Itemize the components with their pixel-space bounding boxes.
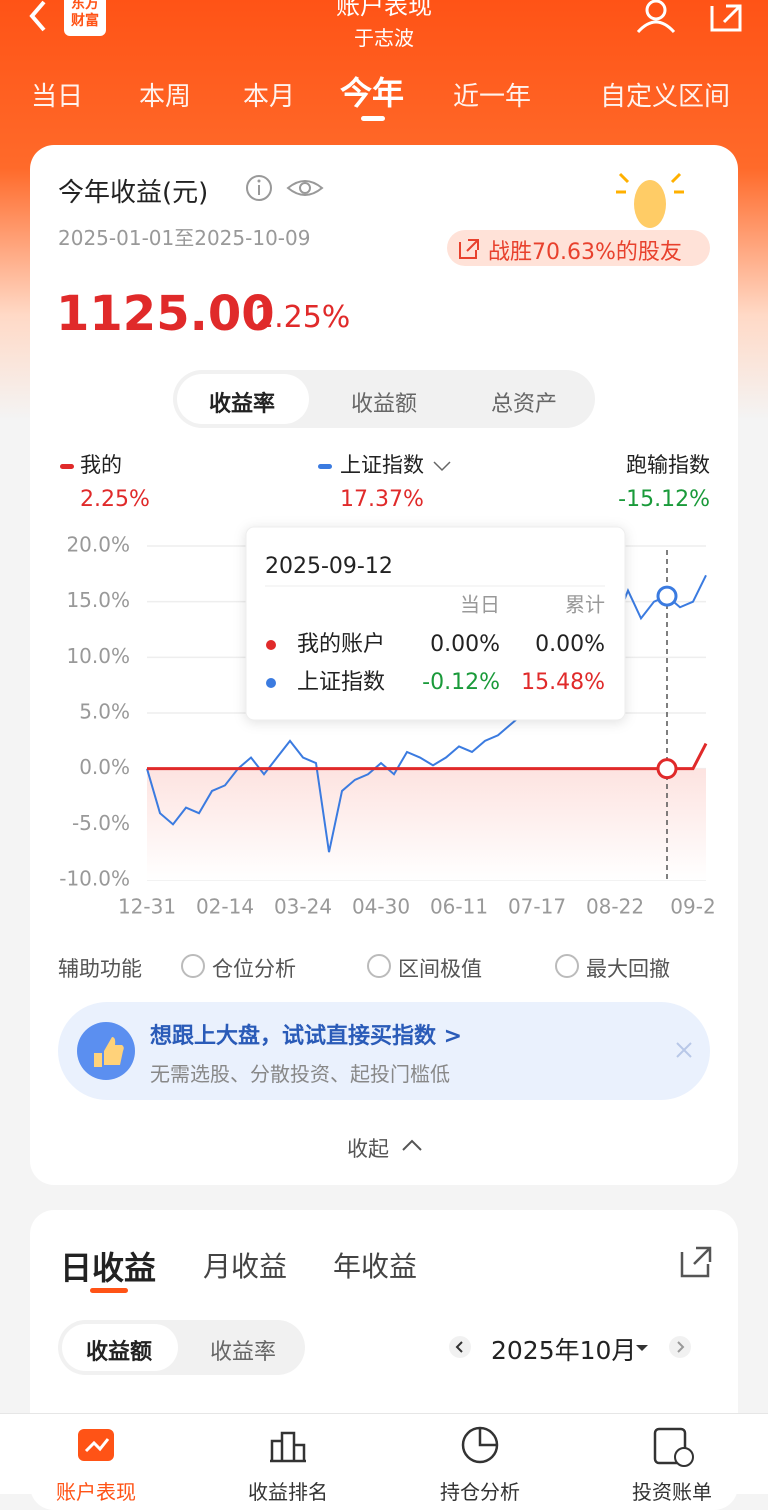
- banner-icon: [77, 1022, 135, 1080]
- date-range: 2025-01-01至2025-10-09: [58, 226, 311, 250]
- area: [147, 768, 706, 880]
- period-tab[interactable]: 本月: [242, 82, 295, 112]
- tooltip-date: 2025-09-12: [265, 554, 393, 579]
- legend-value: 17.37%: [340, 487, 424, 512]
- underperform-value: -15.12%: [618, 487, 710, 512]
- nav-label[interactable]: 持仓分析: [440, 1480, 520, 1504]
- logo-text: 东方: [71, 0, 99, 12]
- daily-tab[interactable]: 月收益: [203, 1250, 288, 1284]
- x-tick-label: 12-31: [118, 895, 176, 919]
- tooltip-bg: [245, 526, 626, 721]
- banner-title: 想跟上大盘，试试直接买指数 >: [150, 1024, 463, 1049]
- title-icons[interactable]: [244, 172, 328, 206]
- tooltip-name: 上证指数: [297, 670, 385, 695]
- period-tab[interactable]: 本周: [138, 82, 191, 112]
- title: 账户表现: [336, 0, 432, 20]
- rate: 2.25%: [255, 300, 351, 335]
- y-tick-label: 5.0%: [79, 700, 130, 724]
- logo-text: 财富: [71, 13, 99, 29]
- y-tick-label: 20.0%: [66, 533, 130, 557]
- tooltip-header: 累计: [565, 593, 605, 617]
- nav-label[interactable]: 收益排名: [248, 1480, 328, 1504]
- daily-tab[interactable]: 日收益: [60, 1248, 157, 1287]
- header-icons[interactable]: [632, 0, 752, 36]
- daily-tab[interactable]: 年收益: [333, 1250, 418, 1284]
- y-tick-label: 10.0%: [66, 644, 130, 668]
- summary-title: 今年收益(元): [58, 178, 209, 208]
- badge[interactable]: 战胜70.63%的股友: [488, 240, 682, 265]
- back[interactable]: [24, 0, 54, 34]
- legend-chevron: [433, 461, 451, 472]
- x-tick-label: 07-17: [508, 895, 566, 919]
- aux-option[interactable]: 区间极值: [398, 957, 482, 981]
- aux-option[interactable]: 仓位分析: [212, 957, 296, 981]
- underperform-label: 跑输指数: [626, 453, 710, 477]
- banner[interactable]: [58, 1002, 710, 1100]
- tooltip-dot: [266, 678, 276, 688]
- y-tick-label: -10.0%: [59, 867, 130, 891]
- collapse-icon: [402, 1139, 422, 1151]
- daily-seg-active: [62, 1324, 178, 1371]
- amount: 1125.00: [56, 286, 275, 342]
- x-tick-label: 03-24: [274, 895, 332, 919]
- period-tab[interactable]: 当日: [30, 82, 83, 112]
- chart: 20.0% 15.0% 10.0% 5.0% 0.0% -5.0% -10.0% 12-31 0…: [59, 453, 715, 919]
- daily-segment[interactable]: 收益额: [85, 1340, 152, 1365]
- legend-name: 我的: [80, 453, 122, 477]
- series-line: [147, 742, 708, 771]
- daily-segment[interactable]: 收益率: [209, 1340, 276, 1365]
- tooltip-header: 当日: [460, 593, 500, 617]
- bottom-nav: [0, 1413, 768, 1494]
- legend-value: 2.25%: [80, 487, 150, 512]
- tooltip-name: 我的账户: [297, 632, 385, 657]
- segment-active: [177, 374, 309, 424]
- collapse[interactable]: 收起: [347, 1137, 389, 1161]
- segment[interactable]: 总资产: [490, 392, 557, 417]
- tooltip-daily: 0.00%: [430, 632, 500, 657]
- month: 2025年10月: [491, 1336, 637, 1365]
- nav-icons: [78, 1426, 694, 1467]
- nav-label[interactable]: 投资账单: [632, 1480, 712, 1504]
- x-tick-label: 08-22: [586, 895, 644, 919]
- clap-icon: [616, 172, 684, 228]
- banner-subtitle: 无需选股、分散投资、起投门槛低: [150, 1062, 450, 1086]
- aux-title: 辅助功能: [58, 957, 142, 981]
- banner-close[interactable]: [674, 1040, 694, 1060]
- radio[interactable]: 最大回撤: [555, 954, 579, 978]
- user: 于志波: [354, 26, 414, 50]
- radio[interactable]: 仓位分析: [181, 954, 205, 978]
- legend-swatch: [318, 464, 332, 469]
- segment[interactable]: 收益额: [350, 392, 417, 417]
- nav-label[interactable]: 账户表现: [56, 1480, 136, 1504]
- x-tick-label: 04-30: [352, 895, 410, 919]
- period-tab[interactable]: 今年: [339, 74, 404, 112]
- y-tick-label: -5.0%: [72, 811, 130, 835]
- badge-bg: [447, 230, 710, 266]
- period-tab[interactable]: 自定义区间: [599, 82, 730, 112]
- tooltip-total: 0.00%: [535, 632, 605, 657]
- x-tick-label: 09-2: [670, 895, 715, 919]
- x-tick-label: 06-11: [430, 895, 488, 919]
- daily-indicator: [90, 1288, 128, 1293]
- tab-indicator: [361, 116, 385, 121]
- tooltip-daily: -0.12%: [422, 670, 500, 695]
- x-tick-label: 02-14: [196, 895, 254, 919]
- logo: 东方 财富: [64, 0, 106, 36]
- period-tab[interactable]: 近一年: [452, 82, 531, 112]
- legend-name: 上证指数: [340, 453, 424, 477]
- highlight-point: [656, 758, 678, 780]
- segment[interactable]: 收益率: [208, 392, 275, 417]
- aux-option[interactable]: 最大回撤: [586, 957, 670, 981]
- tooltip-dot: [266, 640, 276, 650]
- y-tick-label: 15.0%: [66, 588, 130, 612]
- share-icon[interactable]: [678, 1244, 714, 1280]
- highlight-point: [656, 585, 678, 607]
- tooltip-total: 15.48%: [521, 670, 605, 695]
- badge-icon: [459, 239, 479, 259]
- legend-swatch: [60, 464, 74, 469]
- month-arrows[interactable]: [448, 1335, 698, 1359]
- y-tick-label: 0.0%: [79, 755, 130, 779]
- radio[interactable]: 区间极值: [367, 954, 391, 978]
